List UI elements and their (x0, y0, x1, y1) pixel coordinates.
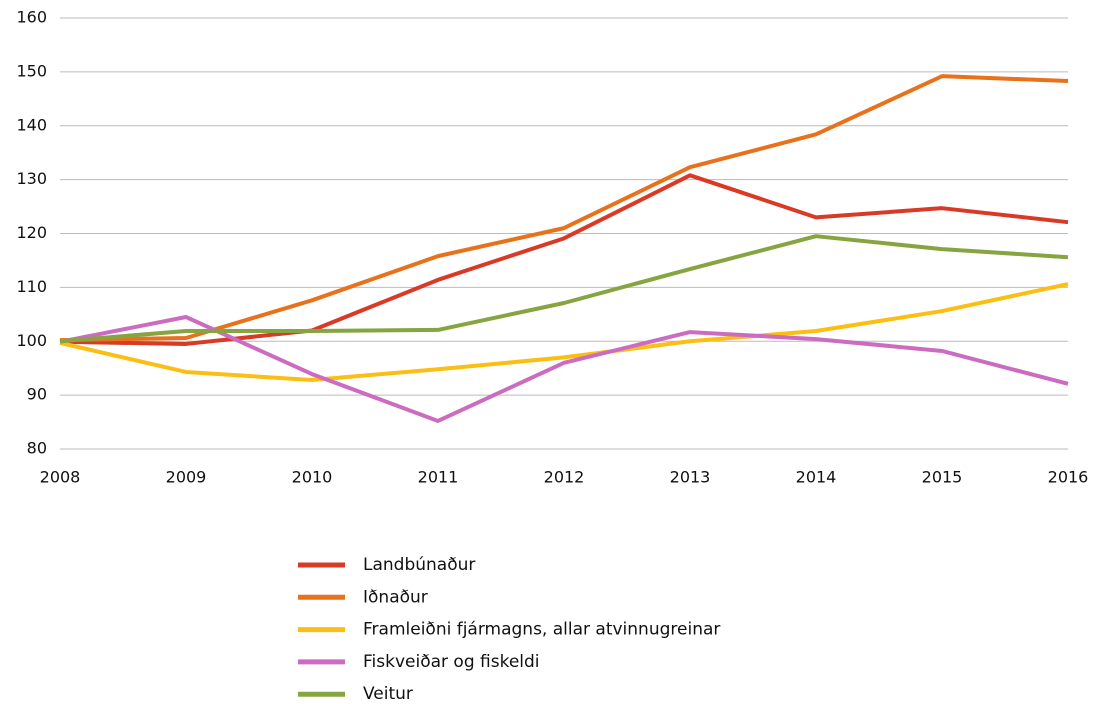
y-tick-label: 100 (16, 331, 47, 350)
series-line (59, 74, 1069, 343)
series-line (59, 282, 1069, 383)
x-tick-label: 2016 (1048, 468, 1089, 487)
y-tick-label: 140 (16, 115, 47, 134)
x-tick-label: 2014 (796, 468, 837, 487)
y-tick-label: 80 (27, 439, 47, 458)
x-tick-label: 2010 (292, 468, 333, 487)
x-tick-label: 2012 (544, 468, 585, 487)
legend-label: Iðnaður (363, 587, 428, 607)
y-tick-label: 150 (16, 61, 47, 80)
legend-label: Framleiðni fjármagns, allar atvinnugrein… (363, 620, 720, 640)
series-line (59, 173, 1069, 346)
series-line (59, 315, 1069, 423)
legend-label: Veitur (363, 684, 413, 704)
x-tick-label: 2008 (40, 468, 81, 487)
x-tick-label: 2011 (418, 468, 459, 487)
legend-label: Fiskveiðar og fiskeldi (363, 652, 540, 672)
y-tick-label: 110 (16, 277, 47, 296)
y-tick-label: 90 (27, 385, 47, 404)
x-tick-label: 2009 (166, 468, 207, 487)
y-tick-label: 120 (16, 223, 47, 242)
y-tick-label: 130 (16, 169, 47, 188)
x-tick-label: 2015 (922, 468, 963, 487)
legend-label: Landbúnaður (363, 555, 475, 575)
series-line (59, 234, 1069, 344)
x-tick-label: 2013 (670, 468, 711, 487)
y-tick-label: 160 (16, 8, 47, 27)
